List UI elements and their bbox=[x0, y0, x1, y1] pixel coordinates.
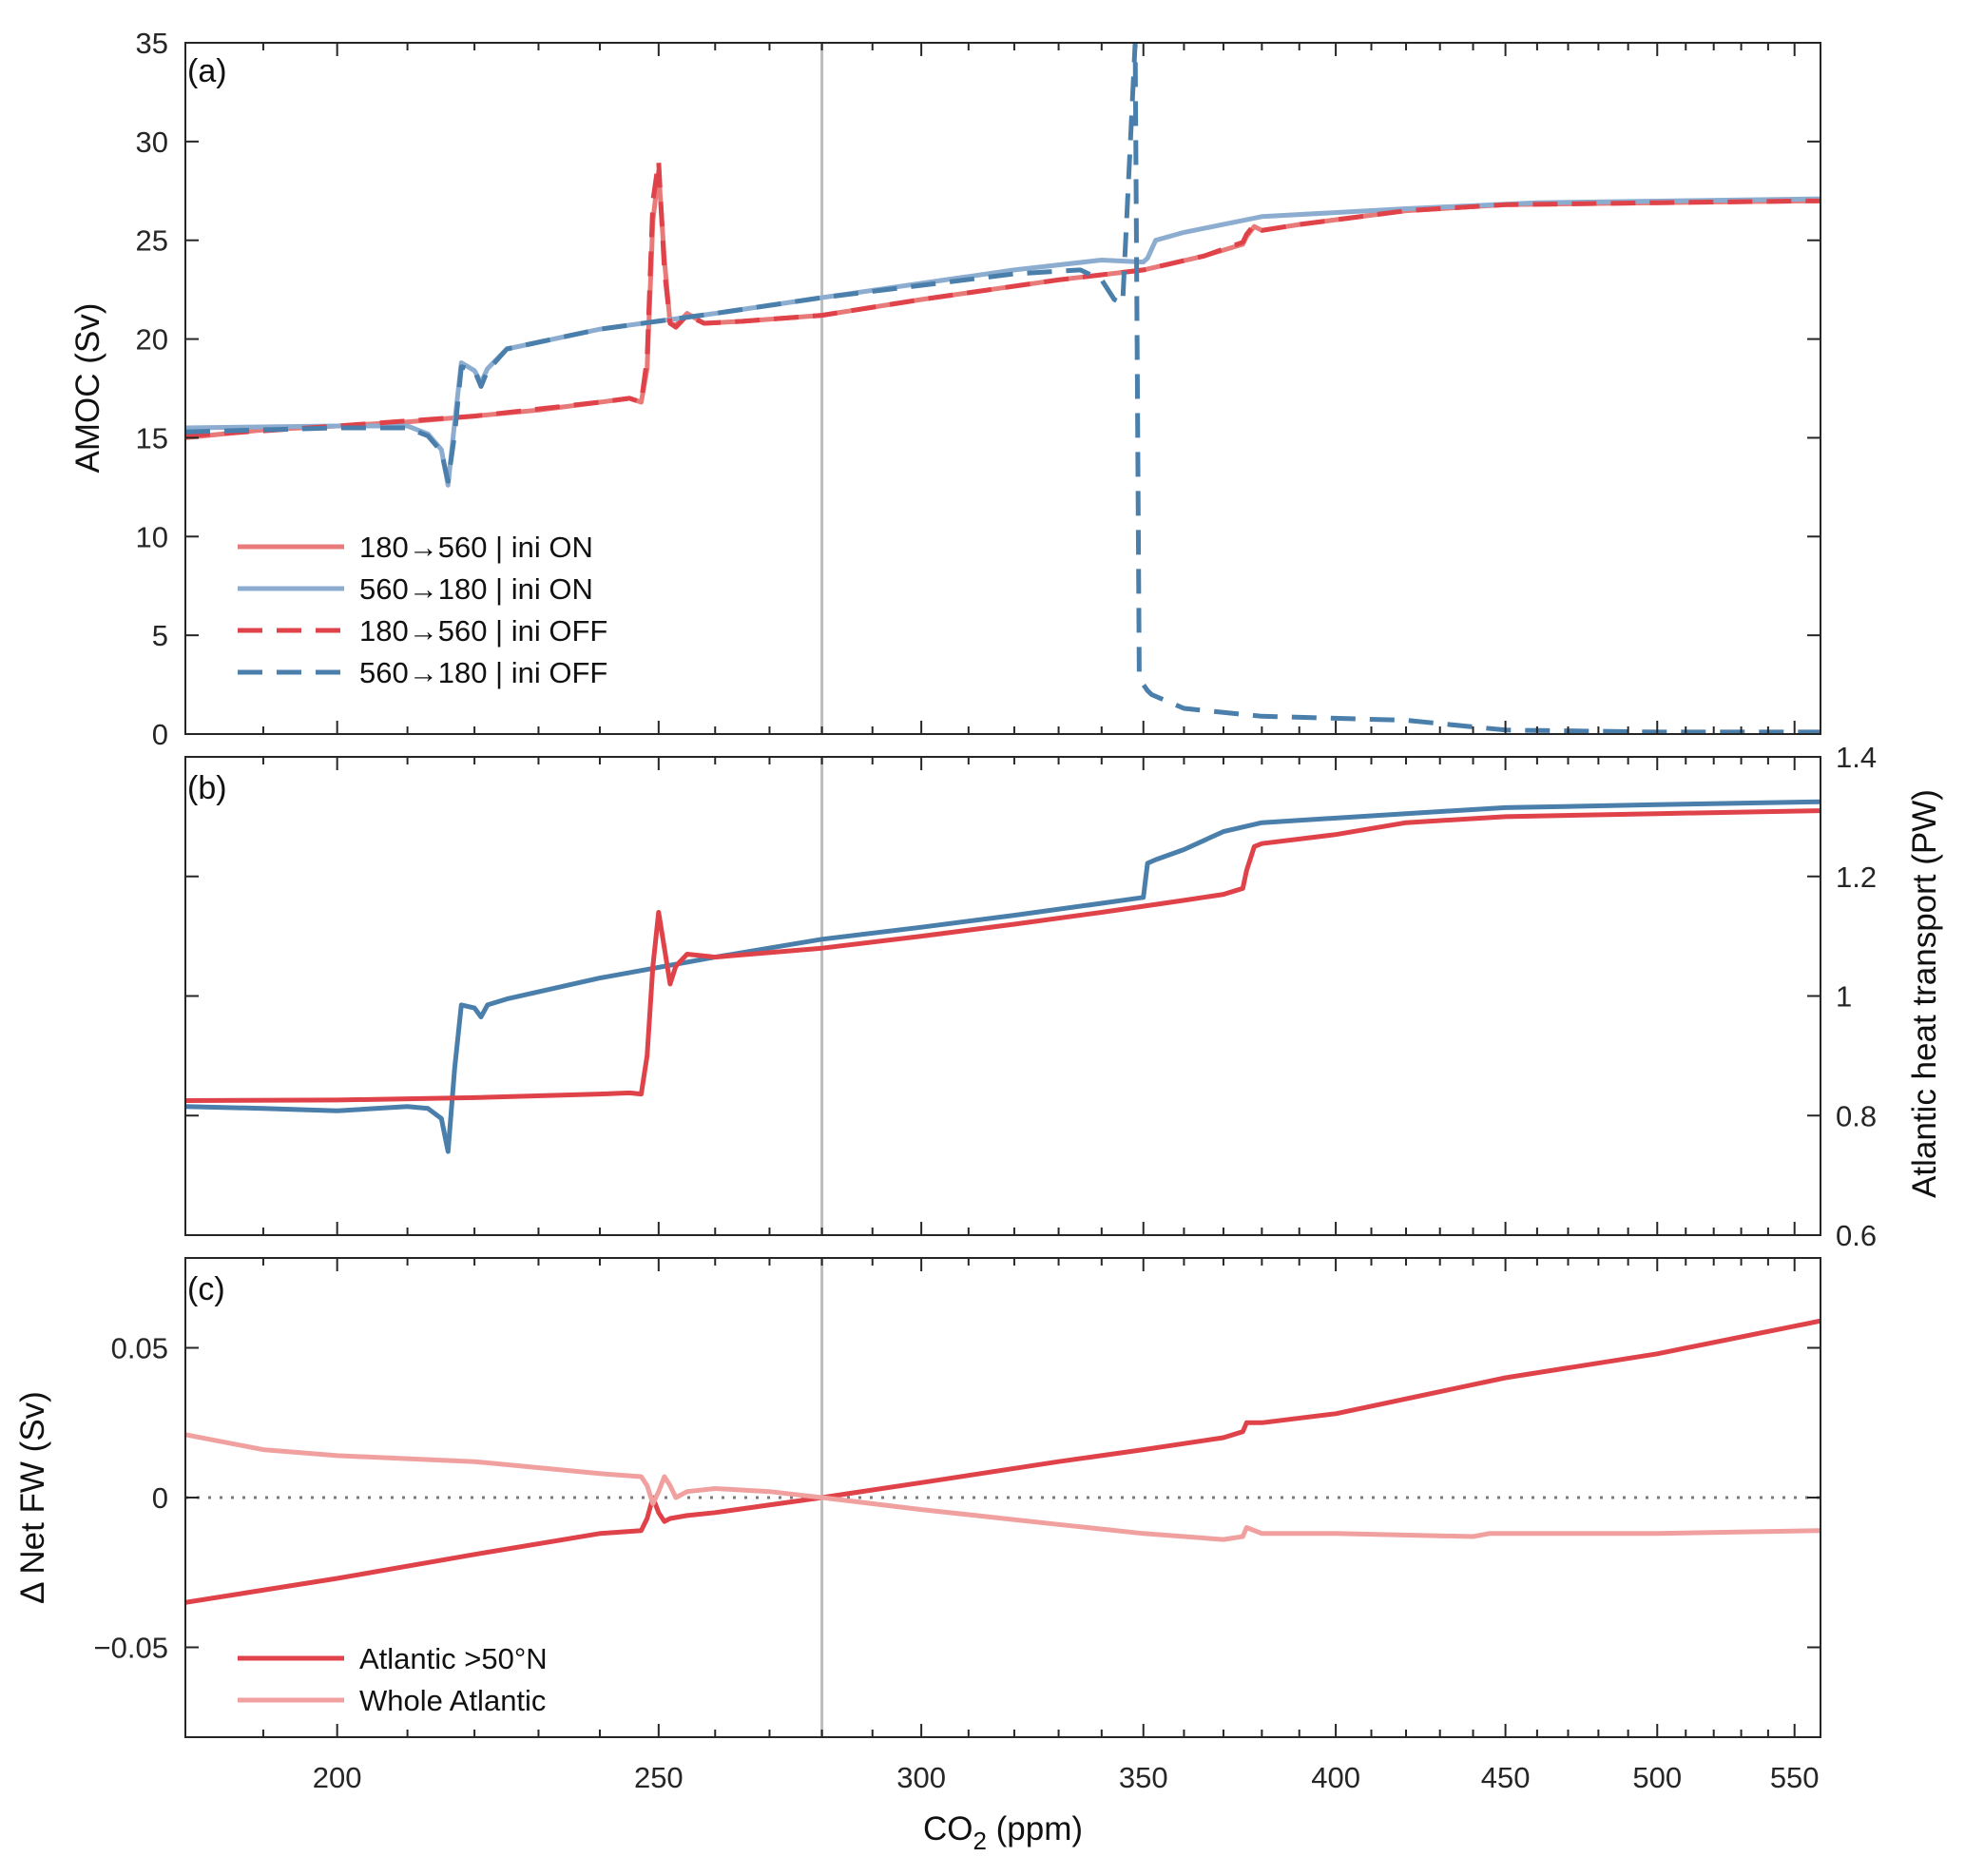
panel-a-y-tick-label: 15 bbox=[136, 421, 168, 454]
panel-c-y-tick-label: 0.05 bbox=[111, 1332, 168, 1365]
panel-b: 0.6 0.8 1 1.2 1.4 (b) Atlantic heat transpor… bbox=[184, 741, 1943, 1252]
panel-b-frame bbox=[184, 756, 1821, 1236]
legend-label: 560→180 | ini OFF bbox=[359, 656, 607, 689]
panel-b-y-tick-label: 0.6 bbox=[1836, 1219, 1877, 1252]
x-tick-label: 550 bbox=[1770, 1761, 1820, 1794]
panel-c-label: (c) bbox=[187, 1271, 225, 1307]
panel-a-series-line-1 bbox=[185, 168, 1821, 440]
panel-b-y-tick-label: 1.4 bbox=[1836, 741, 1877, 774]
panel-a-series-line-3 bbox=[185, 159, 1821, 438]
panel-a-y-tick-label: 5 bbox=[152, 619, 168, 652]
x-tick-label: 200 bbox=[313, 1761, 362, 1794]
x-tick-label: 350 bbox=[1119, 1761, 1168, 1794]
legend-label: 180→560 | ini ON bbox=[359, 531, 593, 564]
panel-a: 0 5 10 15 20 25 30 35 (a) AMOC (Sv) 180→560 | i… bbox=[69, 27, 1821, 751]
legend-label: 560→180 | ini ON bbox=[359, 572, 593, 606]
panel-a-legend: 180→560 | ini ON 560→180 | ini ON 180→560 … bbox=[238, 531, 607, 689]
panel-c-series-line-1 bbox=[185, 1318, 1821, 1605]
panel-a-y-tick-label: 0 bbox=[152, 718, 168, 751]
x-tick-label: 300 bbox=[896, 1761, 946, 1794]
panel-b-y-tick-label: 1.2 bbox=[1836, 861, 1877, 894]
panel-a-series-line-4 bbox=[185, 43, 1821, 734]
panel-c: −0.05 0 0.05 (c) Δ Net FW (Sv) Atlantic >5… bbox=[14, 1257, 1821, 1738]
x-axis-title-subscript: 2 bbox=[973, 1827, 986, 1855]
panel-b-label: (b) bbox=[187, 770, 227, 806]
panel-c-plot-area bbox=[185, 1258, 1821, 1737]
panel-c-y-tick-label: −0.05 bbox=[94, 1632, 168, 1665]
panel-b-y-axis-title: Atlantic heat transport (PW) bbox=[1906, 789, 1943, 1198]
panel-a-y-tick-label: 35 bbox=[136, 27, 168, 60]
panel-a-label: (a) bbox=[187, 53, 227, 89]
panel-c-y-tick-label: 0 bbox=[152, 1481, 168, 1515]
panel-c-y-axis-title: Δ Net FW (Sv) bbox=[14, 1391, 51, 1604]
x-tick-label: 400 bbox=[1311, 1761, 1360, 1794]
x-tick-label: 500 bbox=[1632, 1761, 1682, 1794]
x-tick-label: 250 bbox=[634, 1761, 684, 1794]
panel-c-legend: Atlantic >50°N Whole Atlantic bbox=[238, 1642, 548, 1717]
panel-a-y-axis-title: AMOC (Sv) bbox=[69, 303, 106, 474]
x-axis-title-unit: (ppm) bbox=[987, 1810, 1083, 1847]
legend-label: 180→560 | ini OFF bbox=[359, 614, 607, 648]
panel-a-frame bbox=[184, 42, 1821, 735]
panel-a-y-tick-label: 30 bbox=[136, 126, 168, 159]
panel-a-y-tick-label: 25 bbox=[136, 224, 168, 258]
panel-a-series-group bbox=[185, 43, 1821, 734]
x-axis-title-main: CO bbox=[923, 1810, 973, 1847]
panel-a-plot-area bbox=[185, 43, 1821, 734]
panel-a-ticks: 0 5 10 15 20 25 30 35 bbox=[136, 27, 1821, 751]
legend-label: Whole Atlantic bbox=[359, 1684, 546, 1717]
panel-b-series-group bbox=[185, 757, 1821, 1235]
panel-c-ticks: −0.05 0 0.05 bbox=[94, 1258, 1821, 1737]
panel-b-plot-area bbox=[185, 757, 1821, 1235]
legend-label: Atlantic >50°N bbox=[359, 1642, 548, 1675]
panel-c-series-group bbox=[185, 1258, 1821, 1737]
panel-b-y-tick-label: 1 bbox=[1836, 980, 1852, 1014]
x-axis-title: CO2 (ppm) bbox=[923, 1810, 1083, 1855]
panel-a-y-tick-label: 20 bbox=[136, 323, 168, 357]
x-axis-tick-labels: 200 250 300 350 400 450 500 550 bbox=[313, 1761, 1820, 1794]
panel-a-y-tick-label: 10 bbox=[136, 520, 168, 553]
panel-c-series-line-2 bbox=[185, 1432, 1821, 1542]
x-tick-label: 450 bbox=[1481, 1761, 1531, 1794]
panel-b-series-line-2 bbox=[185, 808, 1821, 1103]
panel-b-ticks: 0.6 0.8 1 1.2 1.4 bbox=[185, 741, 1877, 1252]
panel-b-y-tick-label: 0.8 bbox=[1836, 1099, 1877, 1132]
panel-a-series-line-2 bbox=[185, 196, 1821, 488]
